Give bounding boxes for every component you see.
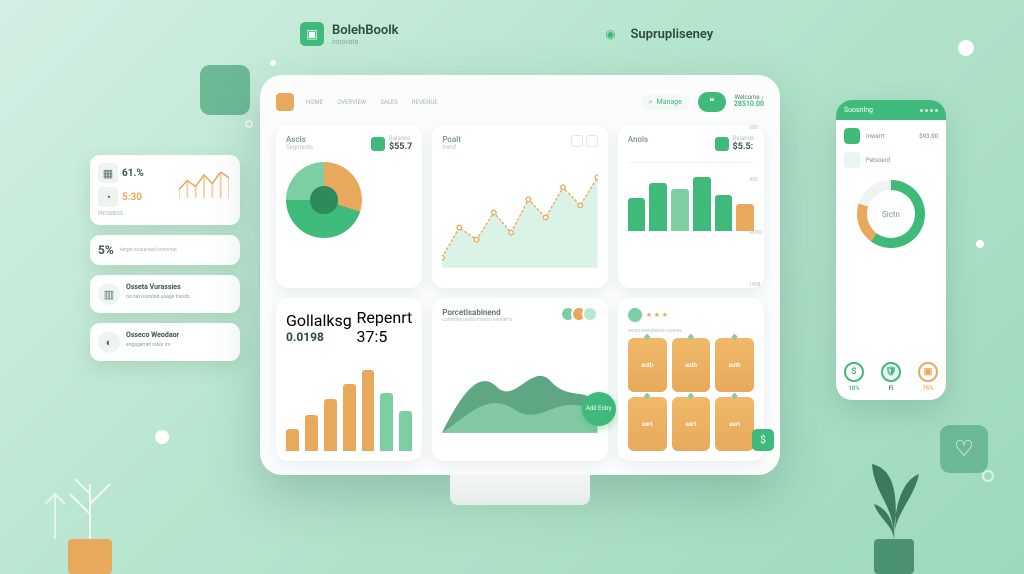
tile-grid: authauthauthaartaartaart bbox=[628, 338, 754, 451]
side-progress-card: ▦ 61.% ◔ 5:30 PROGRESS bbox=[90, 155, 240, 225]
grid-tile[interactable]: aart bbox=[628, 397, 667, 451]
card-tiles[interactable]: ★ ★ ★ recommendation scores authauthauth… bbox=[618, 298, 764, 461]
plant-right-icon bbox=[844, 424, 944, 574]
monitor: HOME OVERVIEW SALES REVENUE Manage ❝ Welcom… bbox=[260, 75, 780, 505]
card4-badge: Repenrt bbox=[357, 308, 413, 327]
sparkline-chart bbox=[179, 172, 229, 198]
grid-tile[interactable]: aart bbox=[672, 397, 711, 451]
pie-chart bbox=[286, 162, 362, 238]
nav-item[interactable]: REVENUE bbox=[412, 99, 438, 106]
user-icon: ◐ bbox=[98, 331, 120, 353]
clock-icon: ◔ bbox=[98, 187, 118, 207]
progress-value: 61.% bbox=[122, 168, 175, 179]
boleh-icon: ▣ bbox=[300, 22, 324, 46]
grid-tile[interactable]: auth bbox=[628, 338, 667, 392]
toggle-icon[interactable] bbox=[571, 135, 583, 147]
brand-supru: ◉ Suprupliseney bbox=[598, 22, 713, 46]
area-chart bbox=[442, 323, 598, 451]
supru-icon: ◉ bbox=[598, 22, 622, 46]
stars: ★ ★ ★ bbox=[646, 311, 668, 319]
ring-chart: Sictn bbox=[857, 180, 925, 248]
chart-icon: ▥ bbox=[98, 283, 120, 305]
row1-label: Inwerrt bbox=[866, 133, 885, 140]
side2-text: no nat resreted usage trends bbox=[126, 294, 190, 300]
search-input[interactable]: Manage bbox=[641, 95, 690, 110]
avatar-icon bbox=[628, 308, 642, 322]
card4-title: Gollalksg bbox=[286, 311, 352, 330]
progress-label: PROGRESS bbox=[98, 211, 232, 217]
invest-icon bbox=[844, 128, 860, 144]
nav-item[interactable]: OVERVIEW bbox=[337, 99, 366, 106]
side3-text: engagemet rates im bbox=[126, 342, 170, 348]
side2-title: Osseta Vurassies bbox=[126, 283, 190, 292]
card-trend[interactable]: Poalttrend bbox=[432, 125, 608, 288]
add-entry-button[interactable]: Add Entry bbox=[582, 392, 616, 426]
target-value: 5% bbox=[98, 243, 114, 257]
balance-icon bbox=[715, 137, 729, 151]
card3-title: Anols bbox=[628, 135, 648, 144]
phone-row-invest[interactable]: Inwerrt $93.00 bbox=[844, 128, 938, 144]
pass-icon bbox=[844, 152, 860, 168]
row1-value: $93.00 bbox=[919, 133, 938, 140]
side-card-3[interactable]: ◐ Osseco Weodaor engagemet rates im bbox=[90, 323, 240, 361]
heart-tile: ♡ bbox=[940, 425, 988, 473]
price-tag-icon[interactable]: $ bbox=[752, 429, 774, 451]
card4-bval: 37:5 bbox=[357, 327, 413, 346]
card4-big: 0.0198 bbox=[286, 330, 352, 344]
card-area[interactable]: Porcetisabinend cohesive preformance ven… bbox=[432, 298, 608, 461]
card-segments[interactable]: AsclsSegments Balance$55.7 bbox=[276, 125, 422, 288]
grid-tile[interactable]: auth bbox=[672, 338, 711, 392]
balance-icon bbox=[371, 137, 385, 151]
app-logo[interactable] bbox=[276, 93, 294, 111]
gauge-icon: ▦ bbox=[98, 163, 118, 183]
card2-title: Poalt bbox=[442, 135, 461, 144]
bar-chart bbox=[628, 171, 754, 231]
avatar-stack[interactable] bbox=[565, 306, 598, 322]
grid-tile[interactable]: auth bbox=[715, 338, 754, 392]
brand-boleh: ▣ BolehBoolkinnovate bbox=[300, 22, 398, 46]
main-nav: HOME OVERVIEW SALES REVENUE bbox=[306, 99, 438, 106]
phone-row-pass[interactable]: Petsoerd bbox=[844, 152, 938, 168]
card-bars[interactable]: Anols Balanus$5.5: 600450M9501498 bbox=[618, 125, 764, 288]
chat-icon[interactable]: ❝ bbox=[698, 92, 726, 112]
time-value: 5:30 bbox=[122, 192, 175, 203]
card-golla[interactable]: Gollalksg0.0198 Repenrt37:5 bbox=[276, 298, 422, 461]
side-card-2[interactable]: ▥ Osseta Vurassies no nat resreted usage … bbox=[90, 275, 240, 313]
card2-sub: trend bbox=[442, 144, 461, 151]
decor-square bbox=[200, 65, 250, 115]
card1-value: $55.7 bbox=[389, 142, 412, 152]
card1-sub: Segments bbox=[286, 144, 313, 151]
ring-label: Sictn bbox=[882, 210, 900, 219]
phone-title: Suosnlng bbox=[844, 106, 873, 114]
plant-left-icon bbox=[40, 444, 140, 574]
phone-mockup: Suosnlng Inwerrt $93.00 Petsoerd Sictn $… bbox=[836, 100, 946, 400]
card1-badge-label: Balance bbox=[389, 135, 412, 142]
target-label: target sustained conomat bbox=[120, 247, 177, 253]
side-target-card: 5% target sustained conomat bbox=[90, 235, 240, 265]
nav-item[interactable]: SALES bbox=[380, 99, 398, 106]
phone-chip[interactable]: 🛡Fi bbox=[881, 362, 901, 392]
card1-title: Ascls bbox=[286, 135, 313, 144]
nav-item[interactable]: HOME bbox=[306, 99, 323, 106]
grid-tile[interactable]: aart bbox=[715, 397, 754, 451]
bar-chart-2 bbox=[286, 361, 412, 451]
side3-title: Osseco Weodaor bbox=[126, 331, 179, 340]
row2-label: Petsoerd bbox=[866, 157, 890, 164]
line-chart bbox=[442, 157, 598, 278]
phone-chip[interactable]: $10% bbox=[844, 362, 864, 392]
phone-chip[interactable]: ▣75% bbox=[918, 362, 938, 392]
toggle-icon[interactable] bbox=[586, 135, 598, 147]
profile-block[interactable]: Welcome ↓28510.00 bbox=[734, 95, 764, 109]
